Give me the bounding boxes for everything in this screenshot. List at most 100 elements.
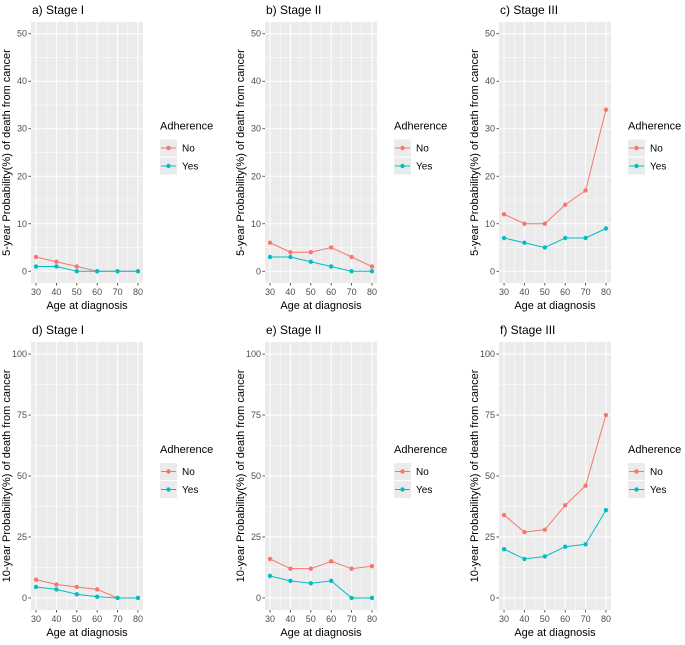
panel-title: f) Stage III xyxy=(500,323,555,337)
x-tick-label: 40 xyxy=(285,614,295,624)
legend-title: Adherence xyxy=(394,121,447,133)
x-tick-label: 50 xyxy=(72,614,82,624)
series-line-no xyxy=(269,558,373,570)
x-tick-label: 40 xyxy=(51,614,61,624)
chart-panel-3: 0 10 20 30 40 50 30 40 50 60 70 80 c) Stage III Age a… xyxy=(469,3,681,312)
legend-key-point xyxy=(166,487,171,492)
data-point-yes xyxy=(33,584,39,590)
data-point-no xyxy=(54,259,59,264)
data-point-yes xyxy=(115,595,120,601)
legend-key-point xyxy=(400,487,405,492)
x-tick-label: 40 xyxy=(519,614,529,624)
series-line-yes xyxy=(36,266,138,272)
x-tick-label: 70 xyxy=(113,287,123,297)
series-line-yes xyxy=(35,586,138,599)
x-tick-label: 70 xyxy=(581,287,591,297)
data-point-no xyxy=(74,264,80,269)
x-tick-label: 80 xyxy=(601,614,611,624)
data-point-yes xyxy=(369,595,375,601)
y-tick-label: 50 xyxy=(485,29,495,39)
y-tick-label: 10 xyxy=(251,219,261,229)
x-axis-label: Age at diagnosis xyxy=(514,627,596,639)
legend-title: Adherence xyxy=(394,444,447,456)
x-tick-label: 30 xyxy=(31,614,41,624)
data-point-no xyxy=(603,412,609,418)
x-axis-label: Age at diagnosis xyxy=(514,300,596,312)
data-point-no xyxy=(369,264,375,269)
legend-item-label: Yes xyxy=(416,485,432,496)
y-tick-label: 10 xyxy=(17,219,27,229)
data-point-no xyxy=(267,240,273,245)
legend-item-label: Yes xyxy=(182,485,198,496)
x-tick-label: 80 xyxy=(133,287,143,297)
series-line-yes xyxy=(270,256,372,272)
data-point-yes xyxy=(135,269,141,274)
legend-key-point xyxy=(166,469,171,474)
chart-panel-1: 0 10 20 30 40 50 30 40 50 60 70 80 a) Stage I Age at … xyxy=(1,3,213,312)
y-tick-label: 40 xyxy=(485,76,495,86)
y-tick-label: 100 xyxy=(480,349,495,359)
x-tick-label: 60 xyxy=(326,287,336,297)
data-point-no xyxy=(308,566,314,571)
x-tick-label: 40 xyxy=(285,287,295,297)
x-tick-label: 30 xyxy=(499,287,509,297)
chart-panel-5: 0 25 50 75 100 30 40 50 60 70 80 e) Stage II Age at … xyxy=(235,323,447,639)
x-tick-label: 80 xyxy=(367,287,377,297)
y-tick-label: 20 xyxy=(251,171,261,181)
legend: Adherence No Yes xyxy=(394,121,447,175)
x-tick-label: 70 xyxy=(347,614,357,624)
data-point-no xyxy=(522,529,527,535)
data-point-yes xyxy=(94,594,100,599)
x-tick-label: 60 xyxy=(92,614,102,624)
data-point-yes xyxy=(542,554,548,559)
x-axis-label: Age at diagnosis xyxy=(280,300,362,312)
series-line-no xyxy=(503,414,607,533)
y-tick-label: 50 xyxy=(251,471,261,481)
data-point-yes xyxy=(267,254,273,260)
data-point-no xyxy=(583,483,588,488)
data-point-no xyxy=(267,556,273,562)
legend-key-point xyxy=(400,163,405,169)
data-point-no xyxy=(349,254,354,260)
data-point-yes xyxy=(115,269,120,274)
data-point-yes xyxy=(603,226,609,231)
legend-item-label: No xyxy=(650,144,663,155)
data-point-no xyxy=(328,559,334,564)
legend: Adherence No Yes xyxy=(160,121,213,175)
legend: Adherence No Yes xyxy=(628,444,681,498)
x-tick-label: 70 xyxy=(347,287,357,297)
x-tick-label: 60 xyxy=(560,287,570,297)
y-tick-label: 40 xyxy=(251,76,261,86)
data-point-yes xyxy=(267,573,273,579)
series-line-no xyxy=(269,242,373,267)
y-tick-label: 40 xyxy=(17,76,27,86)
data-point-no xyxy=(562,202,568,207)
y-axis-label: 10-year Probability(%) of death from can… xyxy=(469,369,481,582)
data-point-yes xyxy=(501,546,507,552)
data-point-yes xyxy=(349,595,354,601)
legend-item-label: No xyxy=(416,467,429,478)
data-point-yes xyxy=(328,264,334,269)
y-tick-label: 0 xyxy=(490,593,495,603)
data-point-no xyxy=(288,250,293,255)
panel-title: b) Stage II xyxy=(266,3,321,17)
legend-key-point xyxy=(166,145,171,151)
data-point-no xyxy=(308,250,314,255)
x-tick-label: 70 xyxy=(113,614,123,624)
y-tick-label: 100 xyxy=(12,349,27,359)
data-point-yes xyxy=(288,578,293,584)
x-tick-label: 70 xyxy=(581,614,591,624)
y-tick-label: 20 xyxy=(17,171,27,181)
y-tick-label: 0 xyxy=(22,593,27,603)
legend-key-point xyxy=(634,163,639,169)
y-tick-label: 100 xyxy=(246,349,261,359)
legend-item-label: No xyxy=(416,144,429,155)
x-tick-label: 30 xyxy=(265,614,275,624)
y-tick-label: 50 xyxy=(17,29,27,39)
data-point-yes xyxy=(562,544,568,549)
data-point-no xyxy=(33,254,39,260)
y-tick-label: 50 xyxy=(485,471,495,481)
data-point-no xyxy=(74,584,80,590)
data-point-no xyxy=(603,107,609,112)
